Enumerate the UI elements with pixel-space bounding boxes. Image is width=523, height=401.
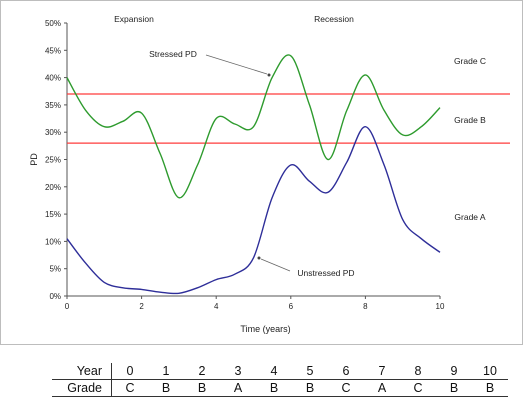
y-tick-label: 10%	[45, 237, 61, 246]
grade-cell: C	[328, 379, 364, 397]
grade-cell: B	[436, 379, 472, 397]
unstressed-pd-leader	[260, 258, 291, 272]
grade-label-b: Grade B	[454, 115, 486, 125]
year-row-header: Year	[52, 363, 112, 380]
phase-label-expansion: Expansion	[114, 14, 154, 24]
year-cell: 5	[306, 364, 314, 378]
y-tick-label: 30%	[45, 128, 61, 137]
grade-cell: B	[472, 379, 508, 397]
y-tick-label: 0%	[49, 292, 61, 301]
year-cell: 6	[342, 364, 350, 378]
year-cell: 8	[414, 364, 422, 378]
grade-cell: B	[292, 379, 328, 397]
year-cell: 0	[126, 364, 134, 378]
y-tick-label: 50%	[45, 19, 61, 28]
pd-chart: 0% 5% 10% 15% 20% 25% 30% 35% 40% 45% 50% 0 2 4 6 8 10 T…	[29, 14, 510, 334]
chart-frame: 0% 5% 10% 15% 20% 25% 30% 35% 40% 45% 50% 0 2 4 6 8 10 T…	[0, 0, 523, 345]
grade-cell: A	[220, 379, 256, 397]
y-tick-label: 45%	[45, 46, 61, 55]
year-cell: 1	[162, 364, 170, 378]
grade-cell: A	[364, 379, 400, 397]
y-tick-label: 35%	[45, 101, 61, 110]
grade-cell: B	[148, 379, 184, 397]
x-tick-label: 8	[363, 302, 368, 311]
stressed-pd-leader-dot	[267, 73, 271, 77]
x-tick-label: 6	[289, 302, 294, 311]
phase-label-recession: Recession	[314, 14, 354, 24]
y-tick-label: 15%	[45, 210, 61, 219]
year-cell: 4	[270, 364, 278, 378]
year-cell: 2	[198, 364, 206, 378]
y-tick-label: 40%	[45, 74, 61, 83]
stressed-pd-leader	[205, 54, 268, 75]
stressed-pd-annotation: Stressed PD	[149, 49, 197, 59]
x-tick-label: 10	[436, 302, 445, 311]
y-tick-label: 5%	[49, 265, 61, 274]
x-tick-label: 0	[65, 302, 70, 311]
unstressed-pd-annotation: Unstressed PD	[297, 268, 354, 278]
year-cell: 10	[483, 364, 497, 378]
grade-cell: C	[111, 379, 148, 397]
year-cell: 3	[234, 364, 242, 378]
y-tick-label: 20%	[45, 183, 61, 192]
year-row: Year 0 1 2 3 4 5 6 7 8 9 10	[52, 363, 508, 380]
x-tick-label: 4	[214, 302, 219, 311]
grade-cell: B	[256, 379, 292, 397]
y-tick-label: 25%	[45, 156, 61, 165]
grade-row-header: Grade	[52, 379, 112, 397]
grade-cell: B	[184, 379, 220, 397]
year-cell: 9	[450, 364, 458, 378]
grade-label-c: Grade C	[454, 56, 486, 66]
x-axis-title: Time (years)	[240, 324, 290, 334]
unstressed-pd-line	[66, 126, 441, 295]
year-cell: 7	[378, 364, 386, 378]
stressed-pd-line	[66, 54, 441, 199]
unstressed-pd-leader-dot	[257, 256, 261, 260]
x-tick-label: 2	[139, 302, 144, 311]
y-axis-title: PD	[29, 153, 39, 166]
grade-label-a: Grade A	[454, 212, 486, 222]
grade-cell: C	[400, 379, 436, 397]
